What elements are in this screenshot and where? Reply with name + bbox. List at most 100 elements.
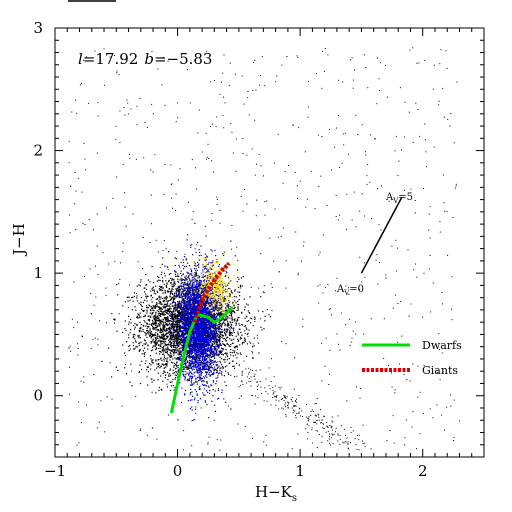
data-point xyxy=(163,325,166,327)
data-point xyxy=(157,317,159,319)
data-point xyxy=(214,352,216,354)
data-point xyxy=(214,301,216,303)
data-point xyxy=(184,305,186,307)
data-point xyxy=(195,301,197,303)
data-point xyxy=(156,341,158,343)
data-point xyxy=(168,331,170,333)
data-point xyxy=(154,316,156,318)
data-point xyxy=(190,300,192,302)
data-point xyxy=(176,336,179,338)
data-point xyxy=(191,282,194,284)
data-point xyxy=(171,338,173,340)
data-point xyxy=(210,302,212,305)
data-point xyxy=(236,345,238,347)
data-point xyxy=(207,309,209,311)
data-point xyxy=(174,331,176,334)
data-point xyxy=(207,336,209,338)
data-point xyxy=(173,308,175,310)
data-point xyxy=(138,371,140,374)
data-point xyxy=(177,340,179,342)
data-point xyxy=(183,316,185,318)
data-point xyxy=(156,302,158,304)
data-point xyxy=(205,361,207,364)
data-point xyxy=(205,371,207,373)
data-point xyxy=(174,313,176,315)
data-point xyxy=(117,294,119,296)
data-point xyxy=(167,354,169,356)
data-point xyxy=(182,300,184,302)
data-point xyxy=(211,332,213,334)
data-point xyxy=(177,301,179,303)
data-point xyxy=(138,302,140,304)
data-point xyxy=(242,276,244,278)
data-point xyxy=(235,323,238,325)
data-point xyxy=(184,342,186,344)
data-point xyxy=(169,356,171,358)
data-point xyxy=(200,281,203,283)
data-point xyxy=(153,379,155,381)
data-point xyxy=(177,328,180,330)
data-point xyxy=(188,368,190,370)
data-point xyxy=(244,338,246,340)
data-point xyxy=(158,325,160,327)
data-point xyxy=(233,365,235,367)
data-point xyxy=(181,342,183,344)
data-point xyxy=(163,328,165,330)
data-point xyxy=(188,367,190,369)
data-point xyxy=(162,257,164,259)
data-point xyxy=(189,364,191,366)
data-point xyxy=(226,342,228,345)
data-point xyxy=(237,300,239,302)
data-point xyxy=(219,284,221,286)
data-point xyxy=(234,319,236,321)
data-point xyxy=(176,337,178,339)
data-point xyxy=(156,303,158,305)
data-point xyxy=(196,342,198,344)
data-point xyxy=(195,356,197,358)
data-point xyxy=(211,334,213,337)
data-point xyxy=(229,295,231,297)
data-point xyxy=(216,348,218,350)
data-point xyxy=(170,353,172,355)
data-point xyxy=(171,286,173,288)
data-point xyxy=(261,329,263,331)
data-point xyxy=(152,325,154,327)
data-point xyxy=(153,290,156,292)
data-point xyxy=(149,363,151,365)
data-point xyxy=(157,329,160,331)
data-point xyxy=(210,349,212,351)
data-point xyxy=(208,262,210,264)
data-point xyxy=(188,379,190,382)
data-point xyxy=(190,271,193,273)
data-point xyxy=(146,312,148,314)
data-point xyxy=(188,291,190,293)
data-point xyxy=(194,355,196,357)
data-point xyxy=(137,335,139,337)
data-point xyxy=(222,253,224,255)
data-point xyxy=(171,288,173,290)
data-point xyxy=(178,329,180,331)
data-point xyxy=(178,305,180,307)
data-point xyxy=(186,352,188,354)
data-point xyxy=(232,342,234,344)
data-point xyxy=(164,364,166,366)
data-point xyxy=(239,291,241,293)
data-point xyxy=(206,368,209,370)
data-point xyxy=(226,330,228,332)
data-point xyxy=(216,372,218,374)
data-point xyxy=(152,345,155,347)
data-point xyxy=(216,340,218,342)
data-point xyxy=(210,315,212,317)
data-point xyxy=(164,344,166,346)
data-point xyxy=(213,338,215,341)
data-point xyxy=(207,333,210,335)
data-point xyxy=(197,368,199,370)
data-point xyxy=(179,382,181,384)
data-point xyxy=(200,371,202,373)
data-point xyxy=(231,339,233,341)
data-point xyxy=(212,380,214,382)
data-point xyxy=(171,284,173,286)
data-point xyxy=(204,337,206,339)
data-point xyxy=(194,341,196,343)
data-point xyxy=(224,318,226,320)
